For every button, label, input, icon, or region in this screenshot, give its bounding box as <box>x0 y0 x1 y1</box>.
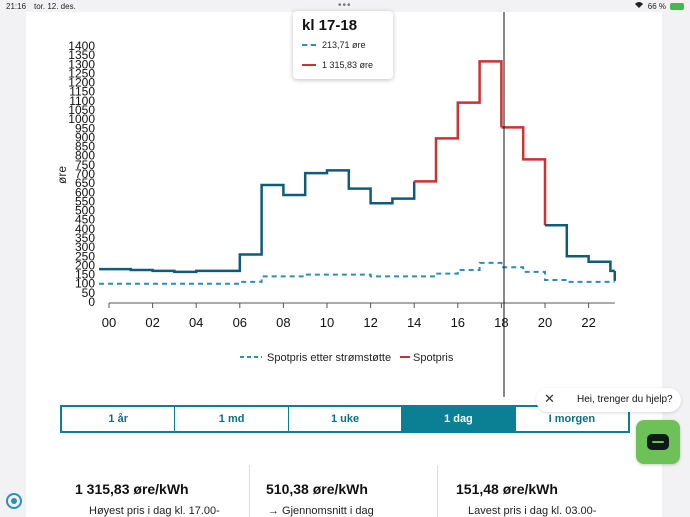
series-line-spot-segment <box>414 60 503 183</box>
tooltip-value-spot: 1 315,83 øre <box>322 60 374 70</box>
chat-prompt-bubble[interactable]: ✕ Hei, trenger du hjelp? <box>536 388 681 412</box>
tooltip-title: kl 17-18 <box>302 17 358 34</box>
legend-solid-label: Spotpris <box>413 352 454 364</box>
tooltip-row-spot: 1 315,83 øre <box>302 60 373 70</box>
y-tick-label: 1400 <box>68 39 95 53</box>
y-tick-label: 1150 <box>69 85 95 99</box>
y-tick-label: 400 <box>75 222 95 236</box>
y-tick-label: 250 <box>75 249 95 263</box>
legend-dashed-label: Spotpris etter strømstøtte <box>267 352 391 364</box>
tab-tomorrow[interactable]: I morgen <box>548 413 596 425</box>
chat-button[interactable] <box>636 420 680 464</box>
multitask-dots-icon[interactable]: ••• <box>338 0 352 11</box>
stat-highest-value: 1 315,83 øre/kWh <box>75 481 189 497</box>
chart-tooltip: kl 17-18 213,71 øre 1 315,83 øre <box>293 11 393 79</box>
tooltip-solid-swatch <box>302 64 316 66</box>
x-tick-label: 02 <box>145 315 159 330</box>
y-tick-label: 1100 <box>69 94 95 108</box>
series-line-spot-segment <box>99 169 416 274</box>
x-tick-label: 14 <box>407 315 421 330</box>
stat-average-value: 510,38 øre/kWh <box>266 481 368 497</box>
stat-lowest-label: Lavest pris i dag kl. 03.00- <box>468 505 597 517</box>
x-tick-label: 20 <box>538 315 552 330</box>
legend: Spotpris etter strømstøtte Spotpris <box>240 352 454 364</box>
tab-1-day[interactable]: 1 dag <box>402 407 516 431</box>
period-tabs: 1 år 1 md 1 uke 1 dag I morgen <box>60 405 630 433</box>
price-chart: 0501001502002503003504004505005506006507… <box>55 12 617 397</box>
x-tick-label: 06 <box>233 315 247 330</box>
y-tick-label: 950 <box>75 121 95 135</box>
y-tick-label: 1050 <box>68 103 95 117</box>
x-tick-label: 00 <box>102 315 116 330</box>
y-tick-label: 850 <box>75 140 95 154</box>
tooltip-dashed-swatch <box>302 44 316 46</box>
y-tick-label: 1200 <box>68 76 95 90</box>
y-tick-label: 150 <box>75 268 95 282</box>
series-line-subsidized <box>99 261 615 285</box>
y-tick-label: 300 <box>75 240 95 254</box>
y-axis-label: øre <box>55 166 69 184</box>
x-tick-label: 08 <box>276 315 290 330</box>
chat-icon <box>647 434 669 450</box>
y-tick-label: 450 <box>75 213 95 227</box>
y-tick-label: 550 <box>75 194 95 208</box>
x-tick-label: 16 <box>451 315 465 330</box>
y-tick-label: 200 <box>75 258 95 272</box>
status-time: 21:16 <box>6 2 27 11</box>
stat-highest-label: Høyest pris i dag kl. 17.00- <box>89 505 220 517</box>
y-tick-label: 50 <box>82 286 96 300</box>
y-tick-label: 1350 <box>68 48 95 62</box>
y-tick-label: 1300 <box>68 57 95 71</box>
x-tick-label: 22 <box>581 315 595 330</box>
x-tick-label: 04 <box>189 315 203 330</box>
battery-percent: 66 % <box>647 1 666 11</box>
tooltip-row-subsidized: 213,71 øre <box>302 40 366 50</box>
y-tick-label: 100 <box>75 277 95 291</box>
tooltip-value-subsidized: 213,71 øre <box>322 40 366 50</box>
accessibility-icon[interactable] <box>6 493 22 509</box>
status-right: 66 % <box>634 1 684 11</box>
chat-prompt-text: Hei, trenger du hjelp? <box>577 394 673 405</box>
y-tick-label: 0 <box>88 295 95 309</box>
status-bar: 21:16 tor. 12. des. ••• 66 % <box>0 0 690 12</box>
stat-divider <box>249 465 250 517</box>
series-line-spot-segment <box>545 223 615 273</box>
y-tick-label: 800 <box>75 149 95 163</box>
y-tick-label: 750 <box>75 158 95 172</box>
y-tick-label: 1000 <box>68 112 95 126</box>
tab-1-month[interactable]: 1 md <box>175 407 289 431</box>
y-tick-label: 600 <box>75 185 95 199</box>
stat-lowest-value: 151,48 øre/kWh <box>456 481 558 497</box>
y-tick-label: 350 <box>75 231 95 245</box>
x-tick-label: 12 <box>363 315 377 330</box>
status-date: tor. 12. des. <box>34 2 76 11</box>
stat-divider <box>437 465 438 517</box>
y-tick-label: 500 <box>75 204 95 218</box>
y-tick-label: 650 <box>75 176 95 190</box>
wifi-icon <box>634 1 644 11</box>
series-line-spot-segment <box>501 126 547 226</box>
tab-1-week[interactable]: 1 uke <box>289 407 403 431</box>
y-tick-label: 700 <box>75 167 95 181</box>
stat-average-label: → Gjennomsnitt i dag <box>268 505 374 517</box>
tab-1-year[interactable]: 1 år <box>62 407 176 431</box>
x-tick-label: 18 <box>494 315 508 330</box>
battery-icon <box>670 2 684 10</box>
x-tick-label: 10 <box>320 315 334 330</box>
y-tick-label: 1250 <box>68 66 95 80</box>
close-icon[interactable]: ✕ <box>544 391 555 406</box>
y-tick-label: 900 <box>75 130 95 144</box>
